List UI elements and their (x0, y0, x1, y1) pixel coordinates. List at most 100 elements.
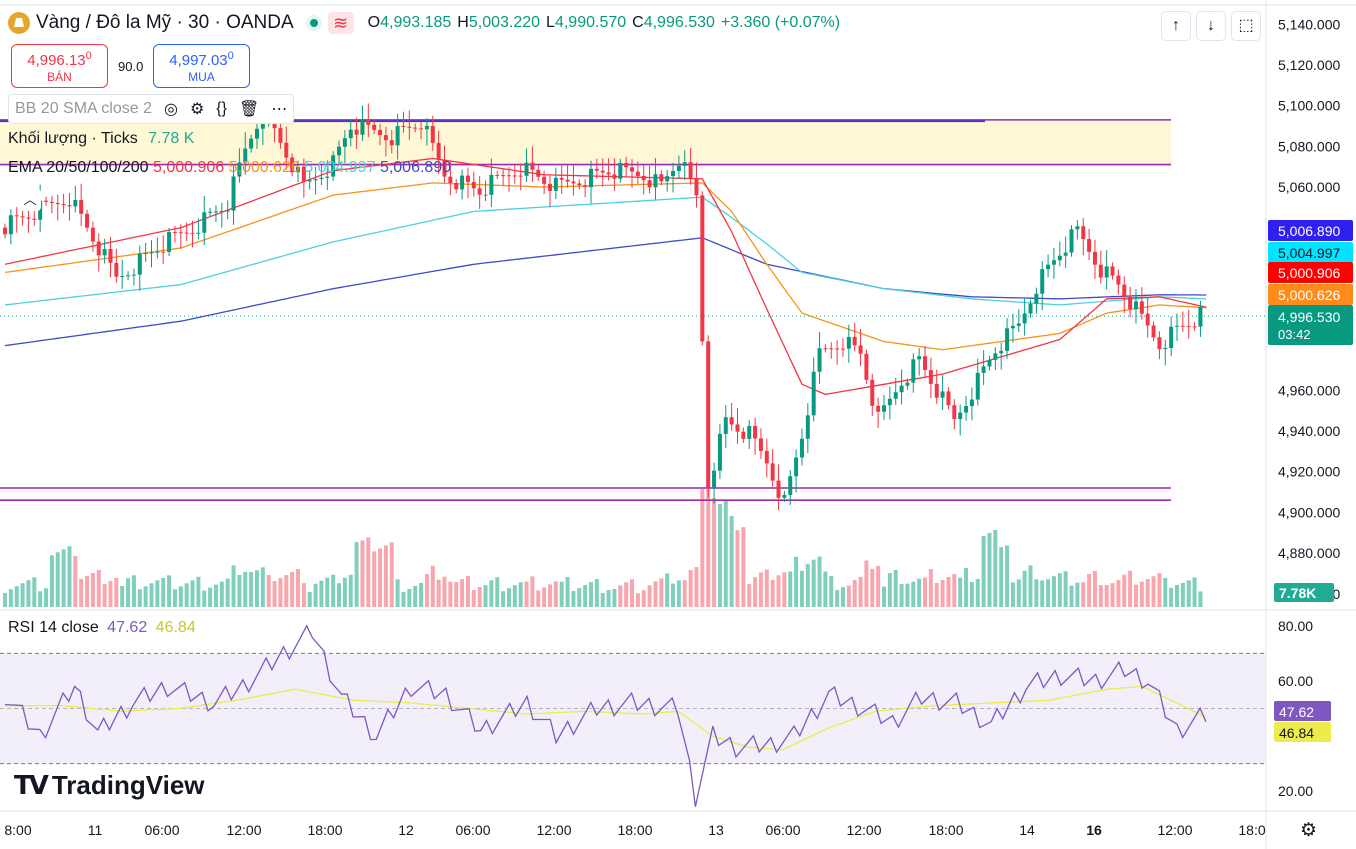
current-price-label: 4,996.530 (1278, 309, 1340, 325)
volume-bar (3, 593, 7, 607)
candle-body (717, 433, 722, 471)
candle-body (149, 252, 154, 254)
settings-icon[interactable]: ⚙ (189, 101, 205, 118)
volume-bar (776, 575, 781, 607)
rsi-line (4, 624, 1207, 807)
candle-body (143, 253, 148, 255)
volume-bar (407, 588, 412, 607)
source-code-icon[interactable]: {} (216, 100, 227, 117)
volume-bar (524, 581, 529, 607)
candle-body (682, 162, 687, 166)
collapse-chevron-icon[interactable]: ︿ (19, 189, 41, 211)
candle-body (993, 353, 998, 360)
candle-body (61, 204, 66, 206)
ema-label: EMA 20/50/100/200 (8, 159, 149, 176)
rsi-tick-label: 60.00 (1278, 673, 1313, 689)
time-tick-label: 12 (398, 822, 414, 838)
candle-body (237, 162, 242, 177)
volume-bar (530, 576, 535, 607)
candle-body (840, 348, 845, 350)
volume-bar (178, 586, 183, 607)
candle-body (624, 162, 629, 168)
buy-price-sup: 0 (227, 50, 234, 62)
volume-bar (547, 584, 552, 607)
candle-body (167, 232, 172, 252)
candle-body (969, 399, 974, 407)
candle-body (1063, 252, 1068, 256)
candle-body (178, 232, 183, 234)
volume-bar (635, 593, 640, 607)
candle-body (764, 450, 769, 464)
volume-bar (366, 537, 371, 607)
candle-body (38, 200, 43, 220)
ohlc-key: H (457, 14, 469, 31)
volume-bar (917, 578, 922, 607)
candle-body (647, 180, 652, 188)
ema-price-label-box (1268, 262, 1353, 283)
time-tick-label: 12:00 (226, 822, 261, 838)
volume-bar (876, 565, 881, 607)
candle-body (55, 202, 60, 205)
watermark-text: TradingView (51, 770, 205, 800)
arrow-down-icon[interactable]: ↓ (1196, 11, 1226, 41)
candle-body (882, 405, 886, 412)
time-tick-label: 18:00 (307, 822, 342, 838)
trash-icon[interactable]: 🗑 (238, 101, 260, 118)
volume-bar (96, 570, 101, 607)
candle-body (565, 179, 570, 182)
ema-price-label: 5,000.906 (1278, 265, 1340, 281)
ema-legend[interactable]: EMA 20/50/100/200 5,000.906 5,000.626 5,… (8, 159, 451, 177)
candle-body (102, 249, 107, 256)
volume-bar (126, 578, 131, 607)
time-tick-label: 18:00 (928, 822, 963, 838)
volume-bar (506, 588, 511, 607)
candle-body (20, 216, 25, 218)
rsi-axis-value: 46.84 (1279, 725, 1314, 741)
time-tick-label: 12:00 (1157, 822, 1192, 838)
candle-body (225, 210, 230, 212)
hide-eye-icon[interactable]: ◎ (163, 101, 178, 118)
data-wave-icon[interactable]: ≋ (327, 12, 354, 34)
volume-bar (712, 498, 717, 607)
rsi-label: RSI 14 close (8, 619, 99, 636)
volume-bar (1063, 571, 1068, 607)
tradingview-logo-icon: 𝗧𝗩 (14, 770, 49, 800)
candle-body (700, 195, 705, 342)
bb-indicator-legend[interactable]: BB 20 SMA close 2 ◎ ⚙ {} 🗑 ⋯ (8, 94, 295, 124)
candle-body (712, 470, 717, 488)
candle-body (1005, 328, 1010, 351)
candle-body (120, 275, 125, 277)
candle-body (436, 142, 441, 160)
candle-body (946, 391, 951, 406)
volume-bar (307, 591, 312, 607)
candle-body (1092, 251, 1097, 265)
candle-body (243, 148, 248, 163)
candle-body (870, 379, 875, 406)
settings-gear-icon[interactable]: ⚙ (1300, 820, 1318, 841)
volume-bar (753, 577, 758, 607)
candle-body (600, 170, 605, 173)
candle-body (805, 415, 810, 439)
volume-bar (700, 489, 705, 607)
volume-legend[interactable]: Khối lượng · Ticks 7.78 K (8, 130, 194, 148)
rsi-ma-value: 46.84 (155, 619, 196, 636)
more-icon[interactable]: ⋯ (271, 101, 288, 118)
symbol-title[interactable]: Vàng / Đô la Mỹ · 30 · OANDA (36, 12, 294, 33)
buy-button[interactable]: 4,997.030 MUA (153, 44, 250, 88)
candle-body (1069, 229, 1074, 253)
candle-body (1051, 260, 1056, 265)
volume-bar (38, 591, 43, 607)
candle-body (811, 371, 816, 416)
candle-body (635, 171, 640, 176)
price-tick-label: 5,120.000 (1278, 57, 1340, 73)
volume-bar (495, 577, 500, 607)
candle-body (1157, 337, 1162, 350)
candle-body (184, 232, 189, 234)
volume-bar (571, 591, 576, 607)
sell-button[interactable]: 4,996.130 BÁN (11, 44, 108, 88)
candle-body (307, 180, 312, 182)
rsi-legend[interactable]: RSI 14 close 47.62 46.84 (8, 619, 196, 637)
time-tick-label: 06:00 (144, 822, 179, 838)
maximize-icon[interactable]: ⬚ (1231, 11, 1261, 41)
arrow-up-icon[interactable]: ↑ (1161, 11, 1191, 41)
